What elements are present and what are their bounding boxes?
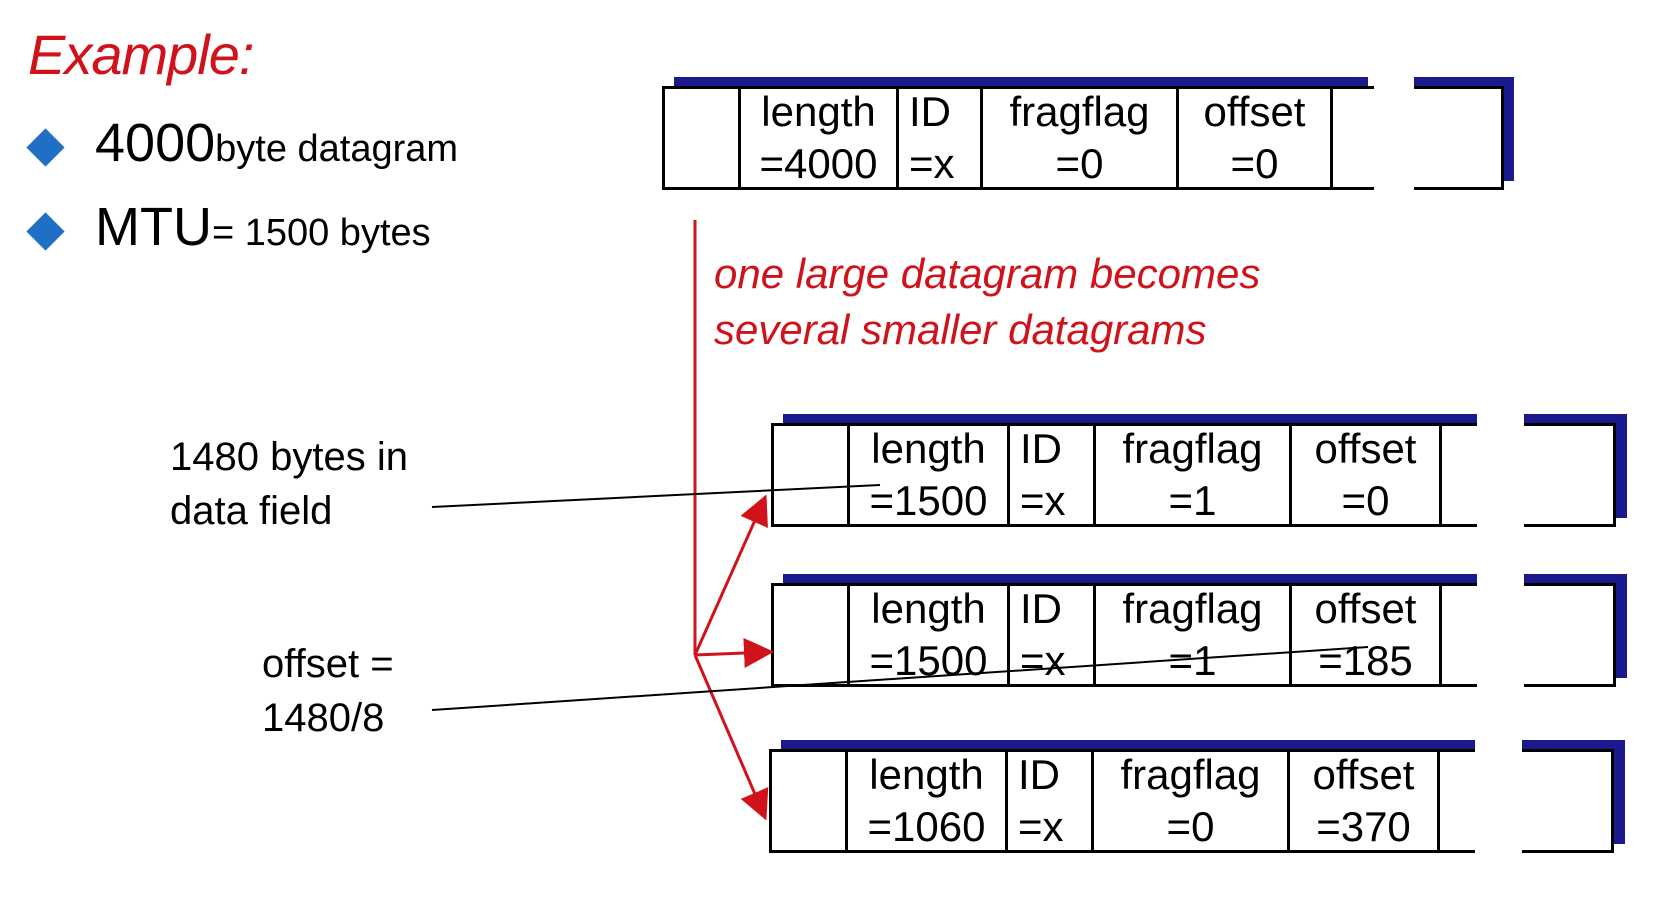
field-name: offset <box>1312 751 1415 798</box>
field-name: offset <box>1314 585 1417 632</box>
field-value: =1060 <box>867 803 986 850</box>
field-value: =1 <box>1168 477 1217 524</box>
field-value: =185 <box>1318 637 1413 684</box>
field-name: ID <box>909 88 951 135</box>
length-field: length =4000 <box>738 86 896 190</box>
length-field: length =1060 <box>845 749 1005 853</box>
bullet-big-text: MTU <box>95 197 212 257</box>
field-name: ID <box>1020 585 1062 632</box>
field-value: =0 <box>1166 803 1215 850</box>
payload-cell <box>1439 583 1477 687</box>
field-name: ID <box>1020 425 1062 472</box>
bullet-mtu: MTU = 1500 bytes <box>26 196 431 258</box>
length-field: length =1500 <box>847 583 1007 687</box>
fragment-2: length =1500 ID =x fragflag =1 offset =1… <box>771 574 1627 691</box>
callout-line-1: 1480 bytes in <box>170 435 408 479</box>
fragflag-field: fragflag =0 <box>1091 749 1287 853</box>
diamond-bullet-icon <box>26 211 65 251</box>
callout-offset: offset = 1480/8 <box>262 637 394 745</box>
fragflag-field: fragflag =1 <box>1093 583 1289 687</box>
offset-field: offset =0 <box>1289 423 1439 527</box>
field-name: length <box>871 425 986 472</box>
field-value: =x <box>1018 803 1064 850</box>
field-value: =370 <box>1316 803 1411 850</box>
field-name: length <box>761 88 876 135</box>
field-value: =x <box>1020 477 1066 524</box>
bullet-datagram-size: 4000 byte datagram <box>26 112 459 174</box>
slide-title: Example: <box>28 23 254 86</box>
callout-line-2: data field <box>170 489 333 533</box>
fragflag-field: fragflag =0 <box>980 86 1176 190</box>
field-name: ID <box>1018 751 1060 798</box>
field-value: =x <box>1020 637 1066 684</box>
field-name: fragflag <box>1120 751 1261 798</box>
id-field: ID =x <box>896 86 980 190</box>
offset-field: offset =370 <box>1287 749 1437 853</box>
field-name: fragflag <box>1009 88 1150 135</box>
fragment-1: length =1500 ID =x fragflag =1 offset =0 <box>771 414 1627 531</box>
length-field: length =1500 <box>847 423 1007 527</box>
offset-field: offset =0 <box>1176 86 1330 190</box>
field-name: fragflag <box>1122 585 1263 632</box>
fragment-3: length =1060 ID =x fragflag =0 offset =3… <box>769 740 1625 857</box>
note-line-2: several smaller datagrams <box>714 306 1207 353</box>
payload-cell <box>1439 423 1477 527</box>
fragmentation-note: one large datagram becomes several small… <box>714 246 1260 358</box>
callout-line-2: 1480/8 <box>262 696 385 740</box>
bullet-big-text: 4000 <box>95 113 216 173</box>
callout-line-1: offset = <box>262 642 394 686</box>
field-name: offset <box>1203 88 1306 135</box>
payload-cell <box>1437 749 1475 853</box>
field-value: =1500 <box>869 477 988 524</box>
arrow-to-fragment-1 <box>693 494 768 656</box>
offset-field: offset =185 <box>1289 583 1439 687</box>
field-value: =1500 <box>869 637 988 684</box>
field-name: length <box>871 585 986 632</box>
field-value: =4000 <box>759 140 878 187</box>
field-value: =x <box>909 140 955 187</box>
bullet-small-text: byte datagram <box>215 128 459 170</box>
id-field: ID =x <box>1005 749 1091 853</box>
field-value: =0 <box>1230 140 1279 187</box>
payload-cell <box>1330 86 1374 190</box>
arrow-to-fragment-2 <box>694 637 774 668</box>
arrow-to-fragment-3 <box>693 654 769 821</box>
original-datagram: length =4000 ID =x fragflag =0 offset =0 <box>662 77 1514 194</box>
id-field: ID =x <box>1007 423 1093 527</box>
field-value: =0 <box>1341 477 1390 524</box>
diamond-bullet-icon <box>26 127 65 167</box>
note-line-1: one large datagram becomes <box>714 250 1261 297</box>
id-field: ID =x <box>1007 583 1093 687</box>
bullet-small-text: = 1500 bytes <box>211 212 431 254</box>
callout-data-field: 1480 bytes in data field <box>170 430 408 538</box>
field-value: =0 <box>1055 140 1104 187</box>
field-value: =1 <box>1168 637 1217 684</box>
field-name: length <box>869 751 984 798</box>
fragflag-field: fragflag =1 <box>1093 423 1289 527</box>
field-name: offset <box>1314 425 1417 472</box>
field-name: fragflag <box>1122 425 1263 472</box>
